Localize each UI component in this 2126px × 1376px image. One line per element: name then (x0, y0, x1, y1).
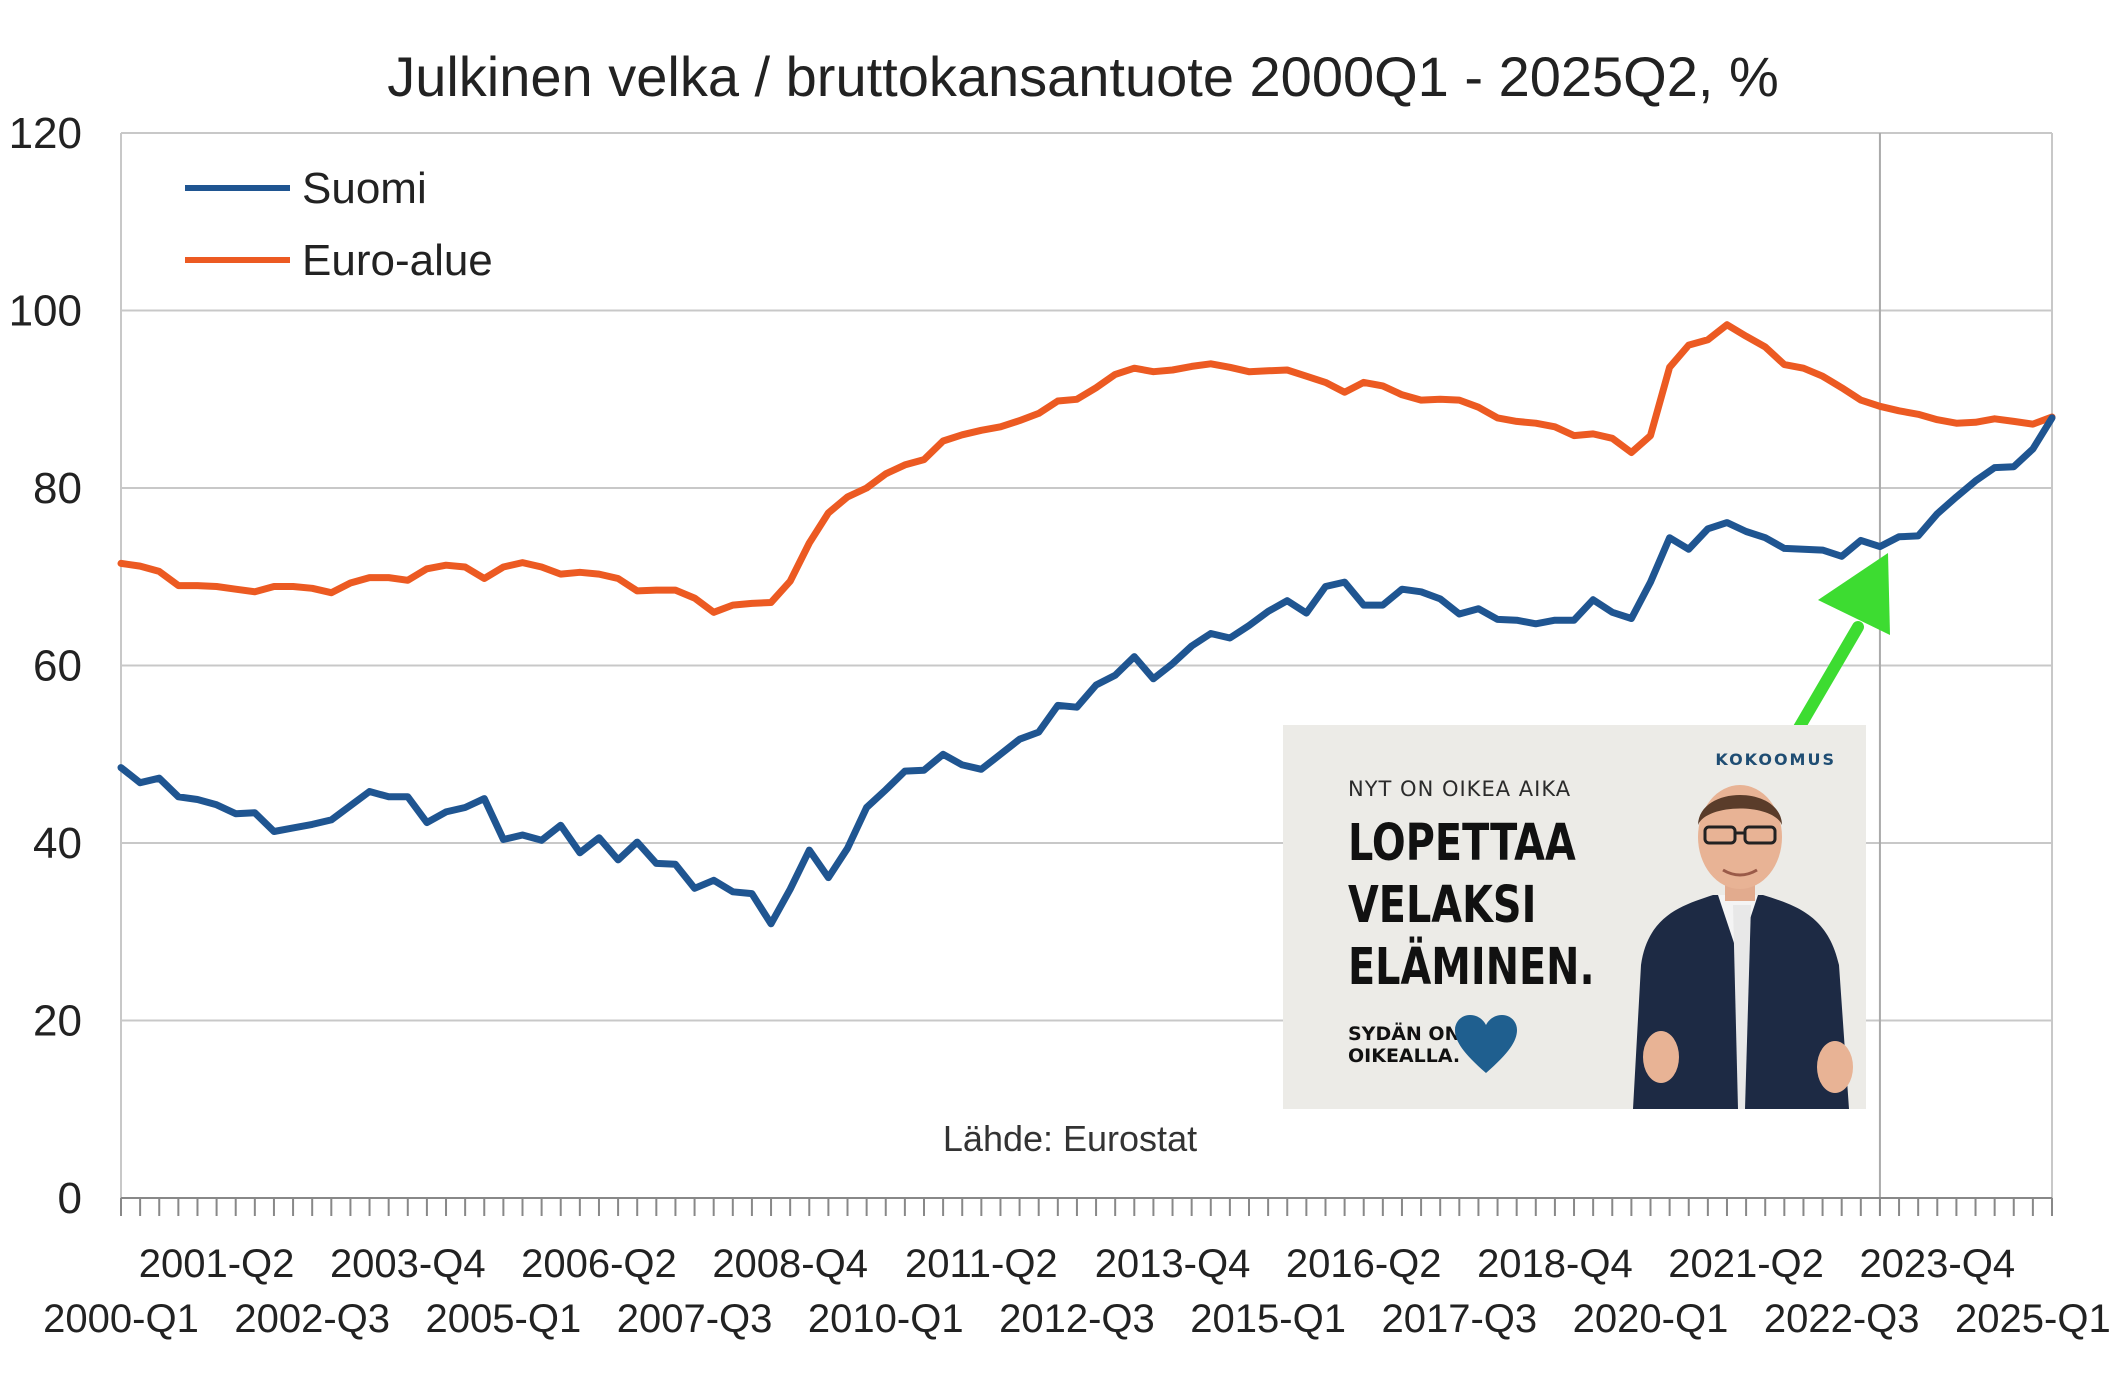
x-tick-label: 2005-Q1 (426, 1297, 582, 1341)
y-tick-label: 20 (33, 997, 82, 1046)
x-tick-label: 2006-Q2 (521, 1242, 677, 1286)
ad-headline-line: ELÄMINEN. (1348, 938, 1595, 997)
x-tick-label: 2013-Q4 (1095, 1242, 1251, 1286)
ad-headline: LOPETTAA VELAKSI ELÄMINEN. (1348, 813, 1595, 999)
legend-label-euro-alue: Euro-alue (302, 236, 493, 285)
x-tick-label: 2015-Q1 (1190, 1297, 1346, 1341)
x-tick-label: 2011-Q2 (905, 1242, 1058, 1286)
x-tick-label: 2018-Q4 (1477, 1242, 1633, 1286)
ad-slogan: SYDÄN ON OIKEALLA. (1348, 1023, 1461, 1067)
plot-area (117, 321, 2056, 928)
y-tick-label: 60 (33, 642, 82, 691)
x-tick-label: 2020-Q1 (1573, 1297, 1729, 1341)
y-axis: 0 20 40 60 80 100 120 (9, 109, 82, 1223)
series-line-euro-alue (117, 321, 2056, 616)
ad-eyebrow: NYT ON OIKEA AIKA (1348, 777, 1572, 801)
source-note: Lähde: Eurostat (943, 1118, 1197, 1159)
x-tick-label: 2017-Q3 (1381, 1297, 1537, 1341)
person-photo (1633, 785, 1853, 1109)
x-tick-label: 2010-Q1 (808, 1297, 964, 1341)
x-tick-label: 2001-Q2 (139, 1242, 295, 1286)
green-arrow (1790, 553, 1890, 739)
legend-label-suomi: Suomi (302, 164, 427, 213)
ad-slogan-line: OIKEALLA. (1348, 1045, 1461, 1067)
ad-slogan-line: SYDÄN ON (1348, 1023, 1461, 1045)
y-tick-label: 40 (33, 819, 82, 868)
x-tick-label: 2021-Q2 (1668, 1242, 1824, 1286)
x-tick-label: 2008-Q4 (712, 1242, 868, 1286)
legend: Suomi Euro-alue (185, 164, 493, 285)
y-tick-label: 120 (9, 109, 82, 158)
y-tick-label: 100 (9, 287, 82, 336)
heart-icon (1455, 1015, 1517, 1073)
y-tick-label: 80 (33, 464, 82, 513)
x-tick-label: 2002-Q3 (234, 1297, 390, 1341)
chart-title: Julkinen velka / bruttokansantuote 2000Q… (387, 45, 1779, 108)
x-tick-label: 2003-Q4 (330, 1242, 486, 1286)
political-ad-image: NYT ON OIKEA AIKA LOPETTAA VELAKSI ELÄMI… (1283, 725, 1866, 1109)
x-tick-label: 2025-Q1 (1955, 1297, 2111, 1341)
x-tick-label: 2016-Q2 (1286, 1242, 1442, 1286)
x-tick-label: 2022-Q3 (1764, 1297, 1920, 1341)
x-tick-label: 2000-Q1 (43, 1297, 199, 1341)
ad-headline-line: VELAKSI (1348, 876, 1537, 935)
grid (120, 132, 2053, 1199)
series-line-suomi (117, 414, 2056, 928)
y-tick-label: 0 (58, 1174, 82, 1223)
ad-headline-line: LOPETTAA (1348, 814, 1576, 873)
ad-brand-logo: KOKOOMUS (1715, 750, 1836, 769)
x-tick-label: 2023-Q4 (1859, 1242, 2015, 1286)
x-axis: 2000-Q1 2002-Q3 2005-Q1 2007-Q3 2010-Q1 2012-… (43, 1197, 2111, 1341)
x-tick-label: 2007-Q3 (617, 1297, 773, 1341)
x-tick-label: 2012-Q3 (999, 1297, 1155, 1341)
